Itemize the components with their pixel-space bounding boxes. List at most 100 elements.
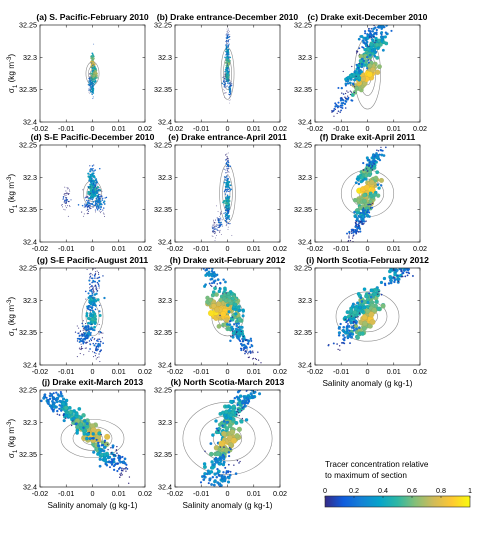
scatter-point bbox=[224, 466, 227, 469]
x-axis-label: Salinity anomaly (g kg-1) bbox=[47, 501, 137, 510]
scatter-point bbox=[78, 422, 84, 427]
scatter-point bbox=[256, 387, 258, 389]
scatter-point bbox=[103, 213, 105, 215]
scatter-point bbox=[334, 105, 337, 108]
scatter-point bbox=[383, 25, 386, 29]
x-tick-label: 0 bbox=[91, 124, 95, 133]
scatter-point bbox=[352, 78, 357, 82]
scatter-point bbox=[122, 470, 124, 472]
scatter-point bbox=[86, 341, 89, 343]
scatter-point bbox=[98, 210, 100, 212]
scatter-point bbox=[94, 280, 97, 283]
scatter-point bbox=[352, 234, 355, 236]
scatter-point bbox=[213, 479, 217, 484]
scatter-point bbox=[229, 223, 231, 225]
scatter-point bbox=[96, 204, 99, 207]
scatter-point bbox=[97, 340, 99, 343]
scatter-point bbox=[99, 350, 102, 353]
scatter-point bbox=[80, 349, 82, 351]
scatter-point bbox=[85, 422, 89, 426]
scatter-point bbox=[337, 110, 340, 113]
scatter-point bbox=[227, 64, 229, 66]
scatter-point bbox=[107, 455, 112, 459]
scatter-point bbox=[362, 287, 367, 292]
scatter-point bbox=[98, 464, 102, 468]
scatter-point bbox=[93, 344, 96, 347]
scatter-point bbox=[355, 70, 359, 75]
scatter-point bbox=[97, 290, 99, 292]
scatter-point bbox=[212, 275, 216, 278]
scatter-point bbox=[355, 52, 358, 54]
scatter-point bbox=[224, 90, 226, 91]
scatter-point bbox=[96, 281, 99, 284]
scatter-point bbox=[90, 92, 91, 94]
scatter-point bbox=[227, 423, 233, 429]
scatter-point bbox=[89, 205, 92, 207]
scatter-point bbox=[356, 51, 358, 53]
scatter-point bbox=[338, 345, 341, 347]
scatter-point bbox=[94, 308, 97, 311]
y-tick-label: 32.4 bbox=[158, 483, 172, 492]
scatter-point bbox=[83, 419, 87, 423]
scatter-point bbox=[362, 193, 367, 198]
scatter-point bbox=[49, 392, 52, 395]
scatter-point bbox=[78, 335, 81, 337]
scatter-point bbox=[91, 281, 93, 284]
scatter-point bbox=[252, 351, 254, 354]
scatter-point bbox=[227, 451, 231, 454]
y-tick-label: 32.25 bbox=[19, 141, 37, 150]
scatter-point bbox=[91, 191, 94, 193]
panel-g: (g) S-E Pacific-August 2011 -0.02 -0.01 0 0.… bbox=[7, 255, 152, 376]
scatter-point bbox=[223, 176, 226, 178]
y-axis-label: σ1 (kg m-3) bbox=[7, 297, 19, 337]
scatter-point bbox=[239, 340, 242, 343]
scatter-point bbox=[218, 456, 222, 460]
scatter-point bbox=[90, 286, 92, 288]
scatter-point bbox=[230, 188, 233, 191]
scatter-point bbox=[227, 190, 230, 193]
scatter-point bbox=[103, 439, 107, 443]
scatter-point bbox=[236, 459, 239, 462]
scatter-point bbox=[99, 212, 101, 214]
scatter-point bbox=[344, 96, 346, 98]
scatter-point bbox=[357, 315, 359, 318]
scatter-point bbox=[216, 205, 217, 207]
scatter-point bbox=[381, 48, 385, 52]
scatter-point bbox=[218, 482, 222, 486]
scatter-point bbox=[92, 90, 95, 92]
scatter-point bbox=[346, 335, 350, 339]
scatter-point bbox=[404, 265, 407, 268]
scatter-point bbox=[257, 359, 260, 361]
scatter-point bbox=[48, 397, 52, 401]
scatter-point bbox=[380, 293, 383, 296]
scatter-point bbox=[368, 27, 370, 30]
y-tick-label: 32.4 bbox=[23, 118, 37, 127]
scatter-point bbox=[219, 230, 221, 232]
scatter-point bbox=[349, 93, 352, 96]
scatter-point bbox=[91, 303, 95, 307]
scatter-point bbox=[236, 331, 238, 333]
scatter-point bbox=[123, 457, 127, 461]
scatter-point bbox=[217, 474, 221, 477]
scatter-point bbox=[98, 199, 101, 202]
panel-h: (h) Drake exit-February 2012 -0.02 -0.01 0 0… bbox=[154, 255, 287, 376]
scatter-point bbox=[224, 84, 226, 86]
scatter-point bbox=[90, 195, 93, 198]
scatter-point bbox=[225, 79, 227, 81]
scatter-point bbox=[361, 313, 368, 321]
scatter-point bbox=[222, 460, 226, 464]
scatter-point bbox=[95, 438, 98, 441]
scatter-point bbox=[90, 427, 97, 433]
scatter-point bbox=[96, 277, 98, 280]
scatter-point bbox=[104, 441, 106, 444]
scatter-point bbox=[94, 277, 96, 279]
scatter-point bbox=[213, 286, 218, 291]
scatter-point bbox=[354, 86, 359, 91]
scatter-point bbox=[94, 192, 97, 195]
scatter-point bbox=[85, 298, 87, 300]
scatter-point bbox=[343, 336, 346, 339]
scatter-point bbox=[59, 409, 63, 412]
scatter-point bbox=[226, 35, 228, 38]
scatter-point bbox=[407, 271, 410, 274]
scatter-point bbox=[46, 401, 50, 405]
